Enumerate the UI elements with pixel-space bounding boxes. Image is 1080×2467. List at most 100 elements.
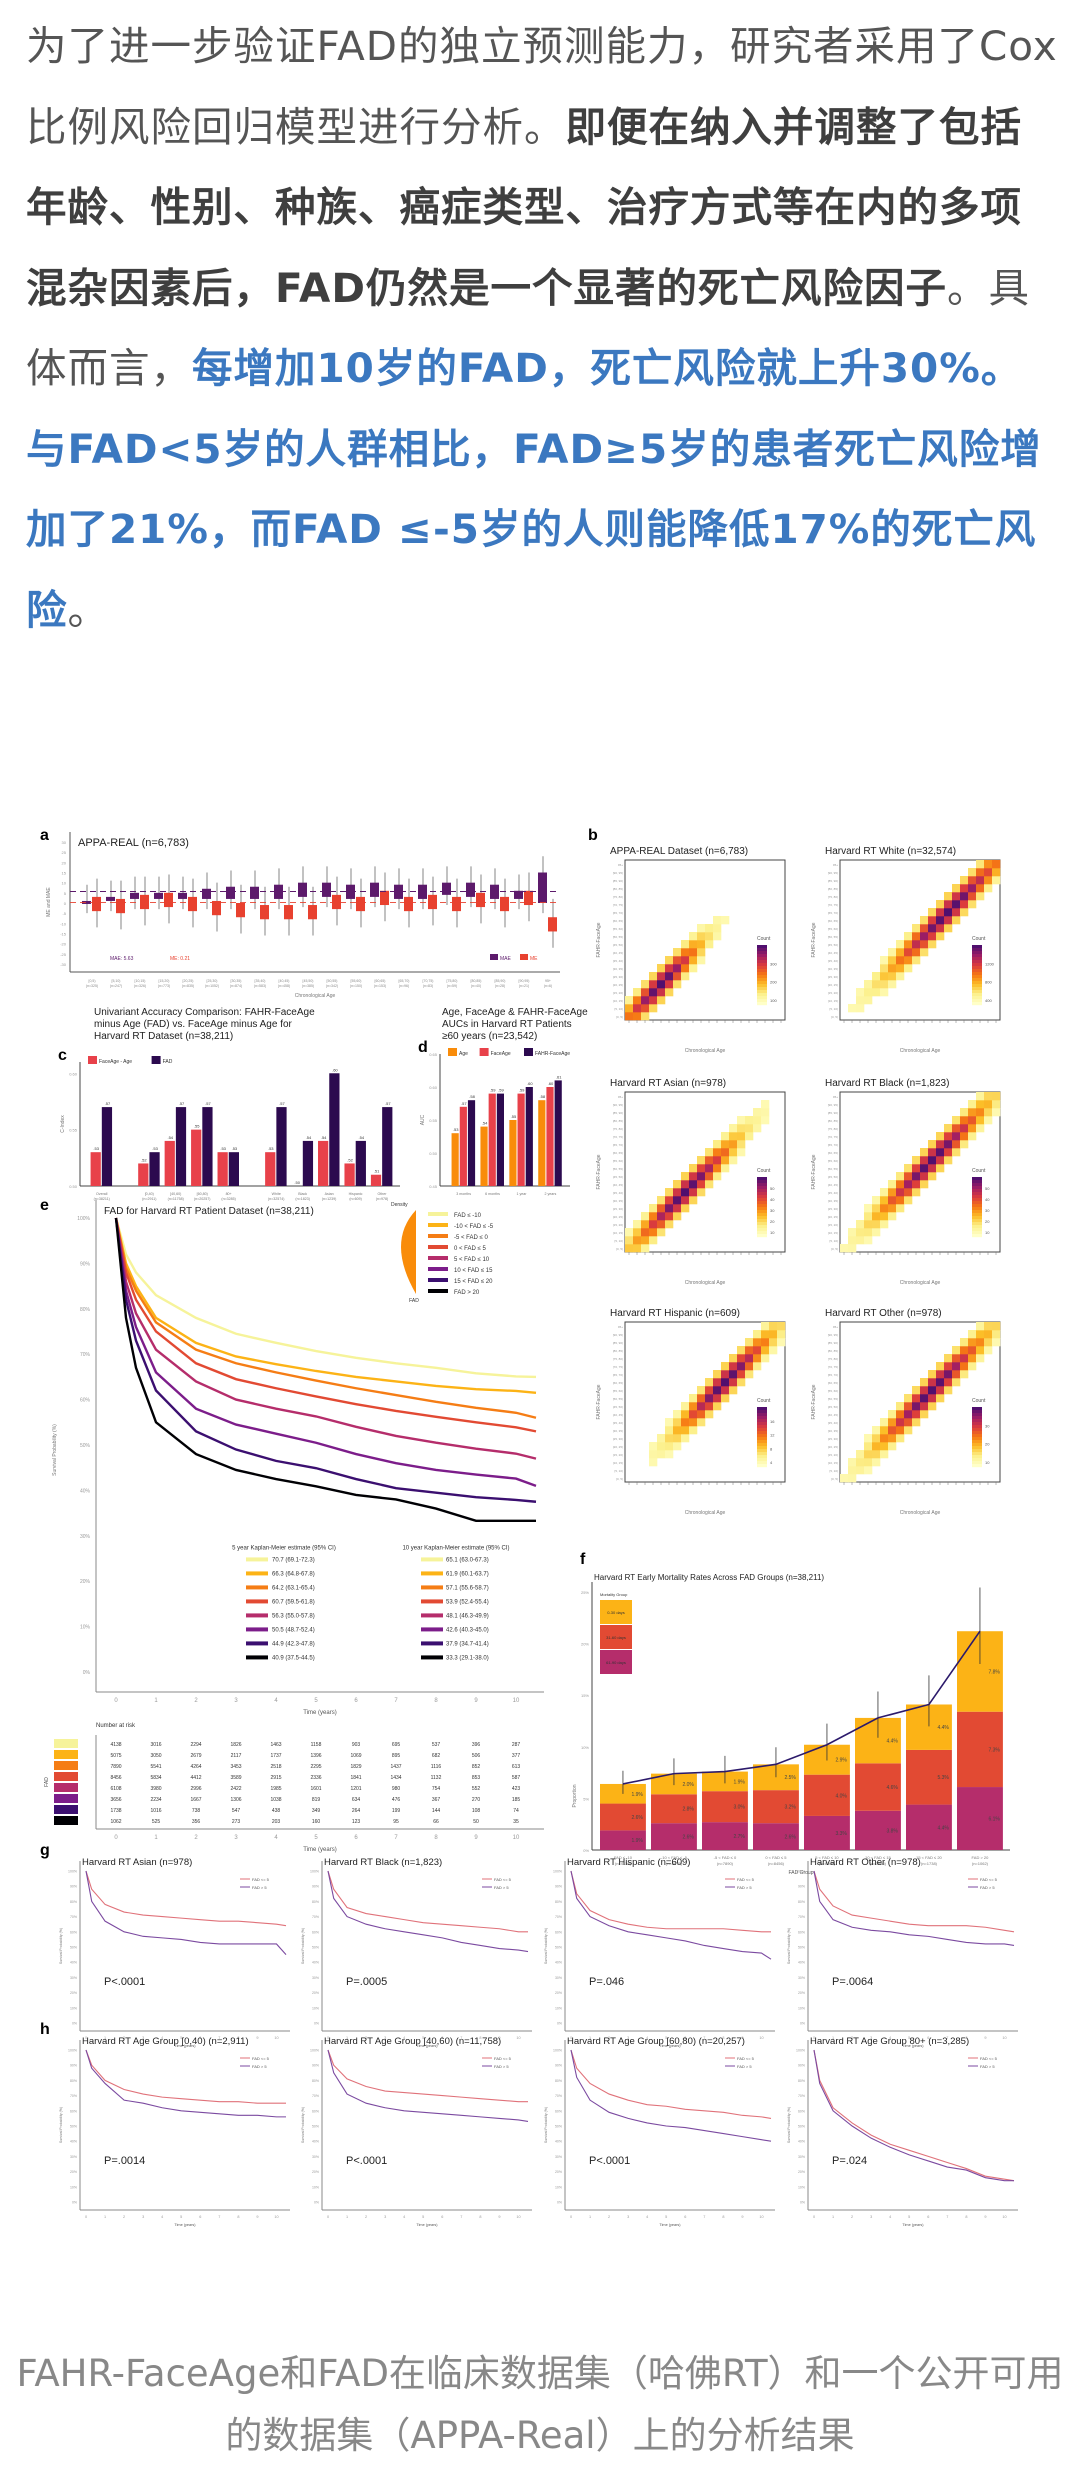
y-tick-label: [45, 50) [828, 1405, 838, 1409]
x-tick-label: (n=8456) [768, 1861, 785, 1866]
p-value: P<.0001 [589, 2155, 630, 2167]
risk-value: 123 [352, 1819, 361, 1825]
colorbar-tick: 40 [985, 1197, 990, 1202]
risk-row-swatch [54, 1816, 78, 1825]
heatmap-cell [872, 1458, 881, 1467]
colorbar-step [757, 1002, 767, 1006]
me-reference-label: ME: 0.21 [170, 956, 190, 962]
heatmap-cell [984, 876, 993, 885]
bar [355, 1140, 366, 1186]
heatmap-cell [697, 1164, 706, 1173]
y-tick-label: 20% [555, 2170, 562, 2174]
y-tick-label: [15, 20) [828, 1453, 838, 1457]
heatmap-cell [864, 1442, 873, 1451]
bar-data-label: 2.6% [682, 1835, 694, 1841]
bar [228, 1152, 239, 1186]
x-tick-label: [65,70) [399, 979, 410, 983]
p-value: P<.0001 [104, 1976, 145, 1988]
panel-e: e FAD for Harvard RT Patient Dataset (n=3… [40, 1197, 544, 1853]
risk-value: 3656 [110, 1797, 121, 1803]
heatmap-cell [920, 1164, 929, 1173]
stacked-bar-segment [804, 1774, 850, 1816]
heatmap-frame [624, 1321, 786, 1483]
x-tick-label: (n=3285) [221, 1197, 236, 1201]
y-tick-label: 70% [70, 2094, 77, 2098]
heatmap-cell [944, 1386, 953, 1395]
heatmap-cell [912, 932, 921, 941]
legend-label: 10 < FAD ≤ 15 [454, 1268, 493, 1274]
bar [318, 1140, 329, 1186]
y-tick-label: [20, 25) [828, 1215, 838, 1219]
y-tick-label: [85, 90) [613, 1111, 623, 1115]
y-tick-label: [70, 75) [613, 1365, 623, 1369]
panel-letter: d [418, 1039, 428, 1056]
subplot-title: Harvard RT Age Group [40,60) (n=11,758) [324, 2036, 501, 2047]
heatmap-cell [888, 972, 897, 981]
heatmap-cell [864, 1434, 873, 1443]
risk-value: 613 [512, 1764, 521, 1770]
bar [488, 1093, 496, 1186]
heatmap-cell [769, 1330, 778, 1339]
bar-data-label: .60 [527, 1081, 533, 1086]
heatmap-cell [745, 1116, 754, 1125]
heatmap-subplot: Harvard RT Asian (n=978)[0, 5)[5, 10)[10… [596, 1078, 786, 1286]
colorbar-step [972, 1449, 982, 1453]
heatmap-cell [968, 1362, 977, 1371]
y-tick-label: 0.55 [69, 1128, 78, 1133]
heatmap-cell [936, 1378, 945, 1387]
heatmap-cell [896, 1172, 905, 1181]
x-tick-label: 9 [741, 2036, 743, 2040]
y-tick-label: 60% [70, 1930, 77, 1934]
heatmap-cell [992, 1092, 1001, 1101]
chart-title: Harvard RT Dataset (n=38,211) [94, 1031, 233, 1042]
heatmap-frame [624, 1091, 786, 1253]
x-tick-label: [85,90) [495, 979, 506, 983]
y-tick-label: [45, 50) [613, 1175, 623, 1179]
heatmap-cell [904, 940, 913, 949]
x-tick-label: 10 [759, 2215, 763, 2219]
colorbar-step [972, 1189, 982, 1193]
legend-swatch [428, 1234, 448, 1238]
km-curve [114, 1217, 536, 1523]
heatmap-cell [920, 1148, 929, 1157]
heatmap-cell [976, 1322, 985, 1331]
risk-value: 980 [392, 1786, 401, 1792]
heatmap-cell [904, 964, 913, 973]
y-tick-label: 10% [312, 2185, 319, 2189]
x-tick-label: [20,25) [183, 979, 194, 983]
heatmap-cell [657, 1434, 666, 1443]
x-tick-label: 10 [274, 2036, 278, 2040]
risk-value: 695 [392, 1742, 401, 1748]
x-tick-label: (n=978) [376, 1197, 389, 1201]
heatmap-cell [952, 900, 961, 909]
heatmap-cell [880, 1220, 889, 1229]
heatmap-cell [840, 1474, 849, 1483]
x-tick-label: 10 [274, 2215, 278, 2219]
x-tick-label: 1 [154, 1698, 158, 1704]
colorbar-step [972, 960, 982, 964]
heatmap-cell [777, 1338, 786, 1347]
y-axis-label: Survival Probability (%) [544, 2107, 548, 2143]
mae-reference-label: MAE: 5.63 [110, 956, 134, 962]
bar-data-label: .59 [498, 1088, 504, 1093]
heatmap-cell [936, 1156, 945, 1165]
y-tick-label: [60, 65) [828, 1381, 838, 1385]
heatmap-cell [761, 1108, 770, 1117]
heatmap-cell [705, 932, 714, 941]
y-tick-label: [35, 40) [828, 1421, 838, 1425]
y-tick-label: [75, 80) [828, 1127, 838, 1131]
paragraph-segment-highlight: 每增加10岁的FAD，死亡风险就上升30%。与FAD<5岁的人群相比，FAD≥5… [26, 344, 1042, 634]
y-tick-label: [30, 35) [613, 1199, 623, 1203]
heatmap-cell [872, 972, 881, 981]
heatmap-cell [705, 1148, 714, 1157]
x-tick-label: [0,5) [88, 979, 95, 983]
colorbar-step [757, 1434, 767, 1438]
heatmap-cell [681, 972, 690, 981]
legend-label: 15 < FAD ≤ 20 [454, 1279, 493, 1285]
heatmap-cell [896, 964, 905, 973]
heatmap-cell [689, 956, 698, 965]
heatmap-cell [912, 1156, 921, 1165]
y-axis-label: FAHR-FaceAge [596, 1384, 602, 1419]
y-tick-label: [0, 5) [616, 1477, 623, 1481]
y-tick-label: [25, 30) [613, 1437, 623, 1441]
